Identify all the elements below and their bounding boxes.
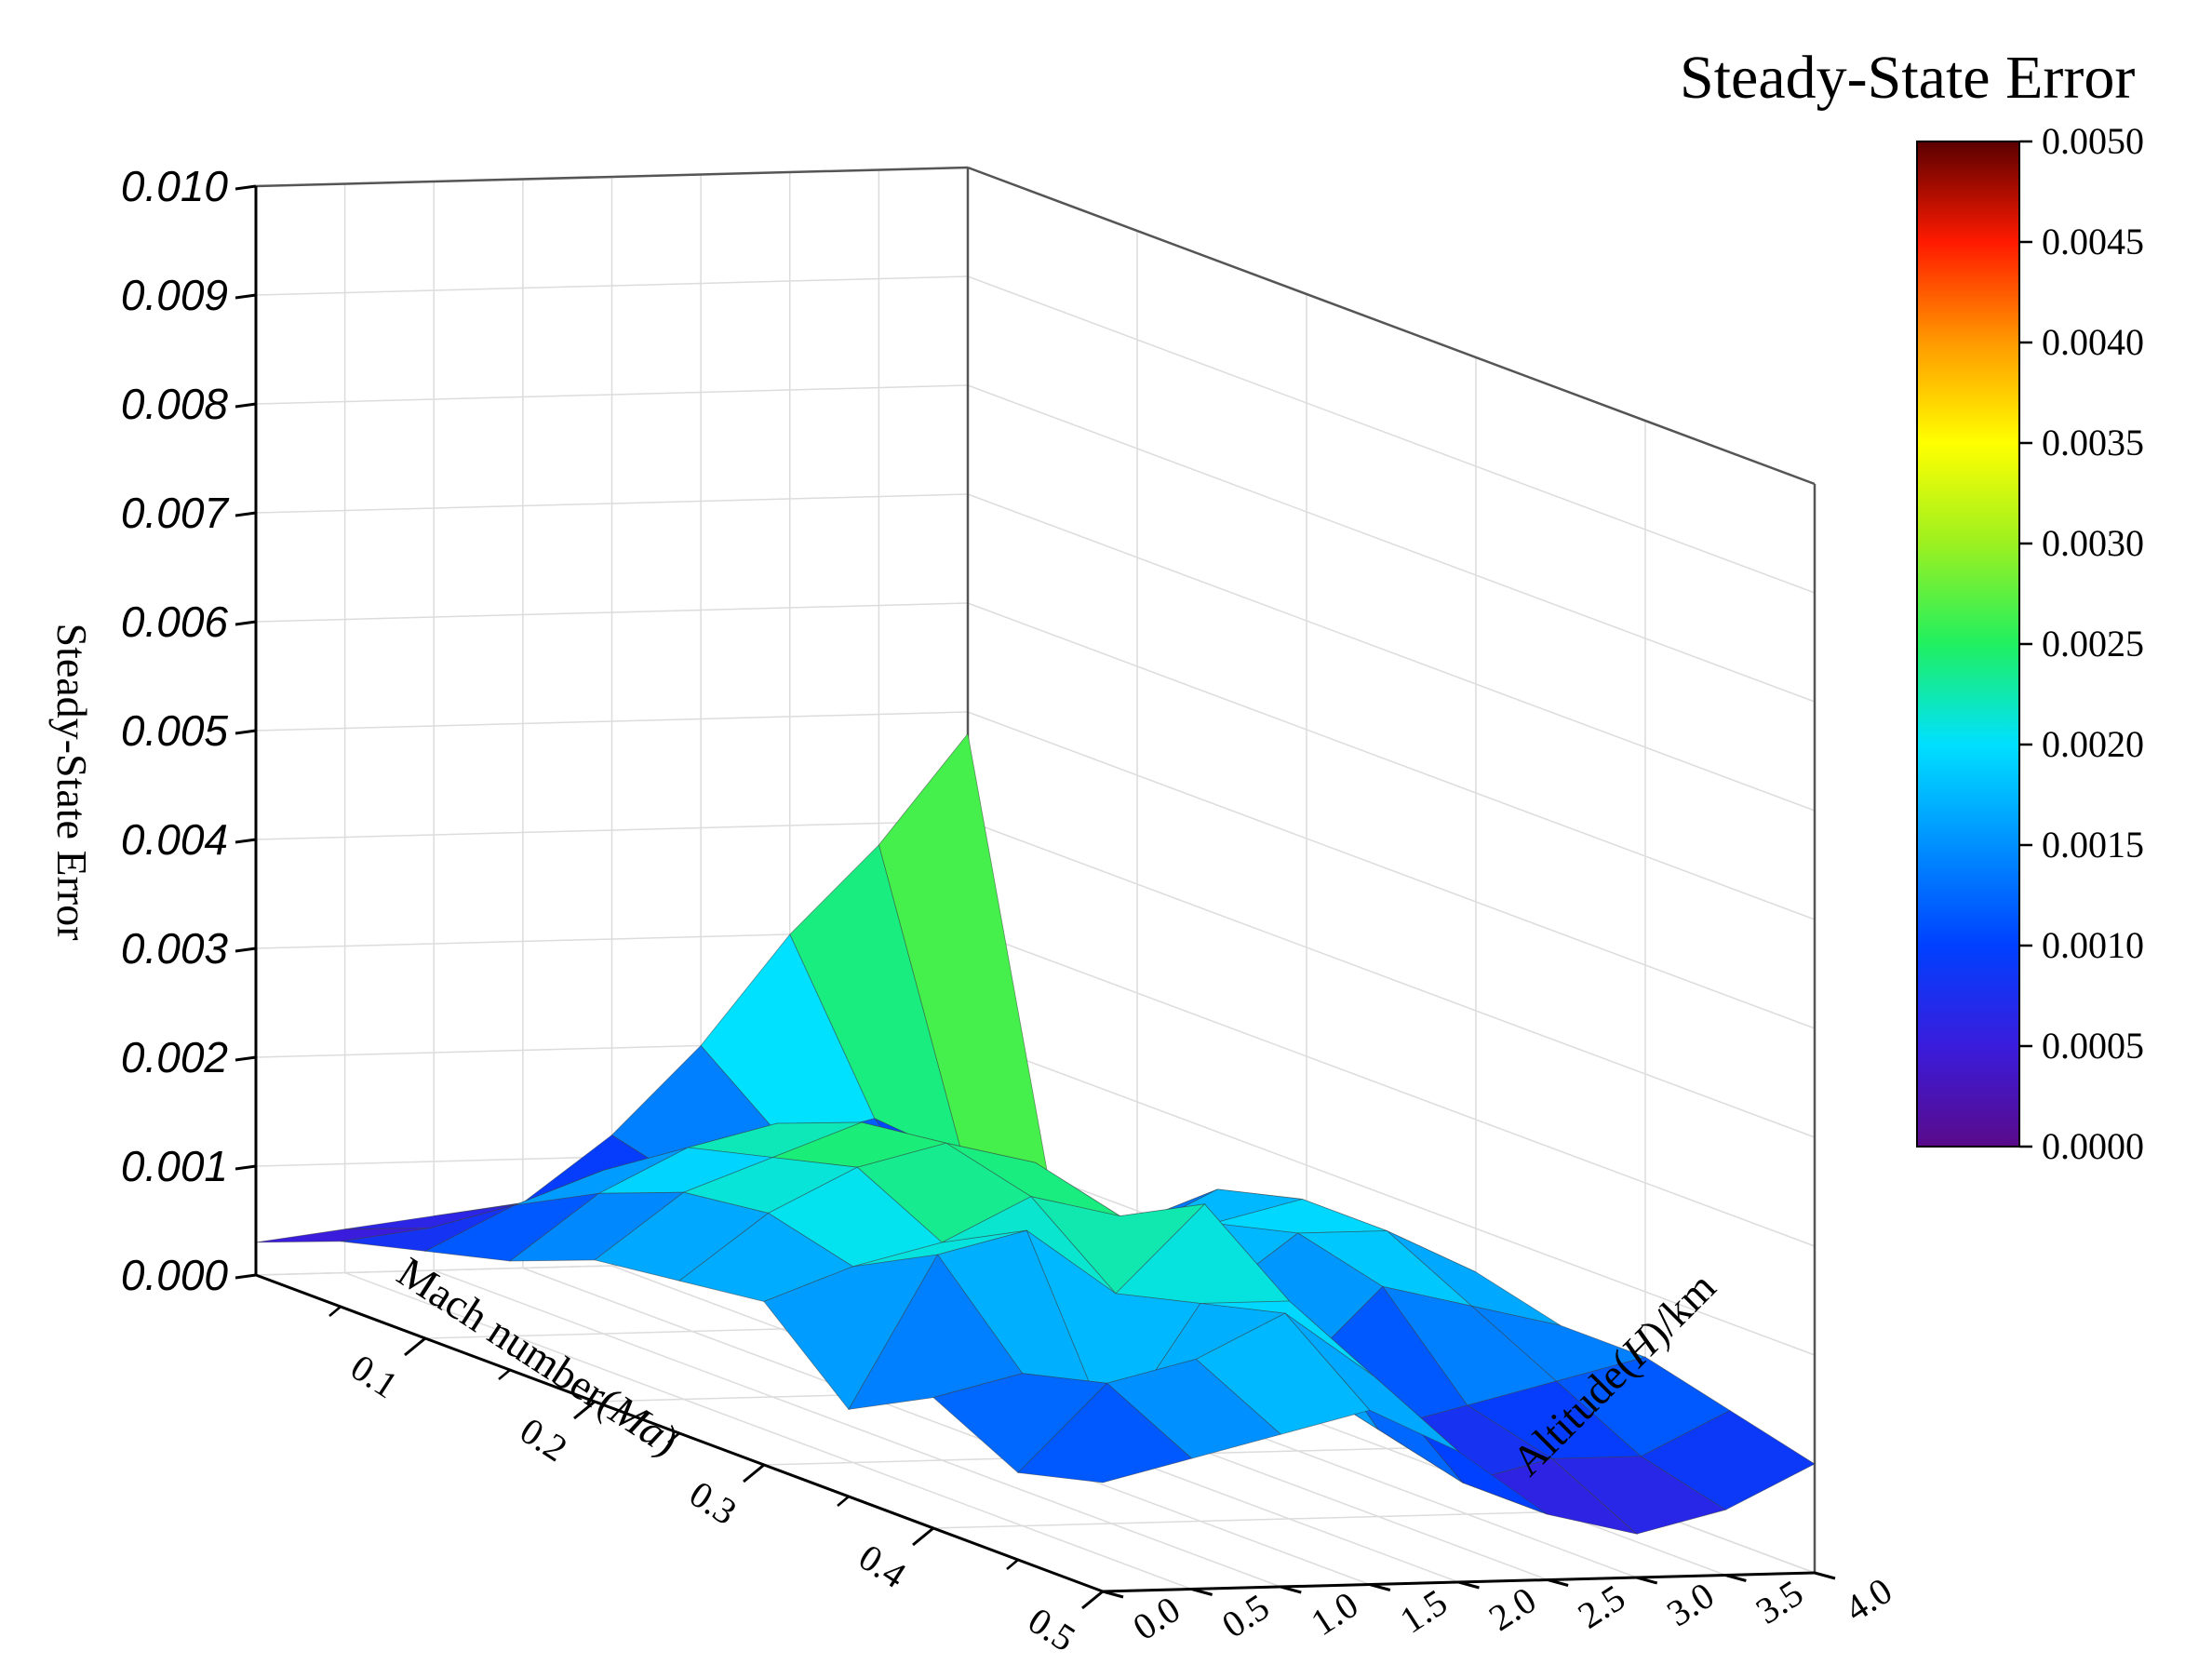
colorbar-title: Steady-State Error [1680, 44, 2135, 112]
x-tick-label: 0.2 [513, 1409, 574, 1470]
y-tick-label: 0.0 [1125, 1588, 1186, 1648]
colorbar-tick-label: 0.0050 [2042, 120, 2144, 162]
colorbar-tick-label: 0.0025 [2042, 623, 2144, 664]
y-tick-label: 2.0 [1481, 1578, 1543, 1639]
z-tick-label: 0.000 [121, 1251, 229, 1299]
frame-edge [967, 166, 1816, 486]
z-tick-label: 0.002 [121, 1033, 228, 1081]
grid-line [522, 1267, 1371, 1586]
colorbar: Steady-State Error 0.0000 0.0005 0.0010 0.0… [1680, 44, 2144, 1167]
frame-edge [255, 166, 969, 188]
grid-line [967, 929, 1816, 1247]
y-tick-label: 3.5 [1749, 1572, 1810, 1632]
x-minor-tick [498, 1369, 511, 1380]
z-tick [235, 620, 257, 626]
x-minor-tick [328, 1306, 342, 1317]
z-tick-label: 0.010 [121, 162, 229, 210]
error-surface [255, 732, 1816, 1535]
y-tick [1369, 1583, 1391, 1591]
x-minor-tick [1006, 1559, 1019, 1570]
colorbar-tick-label: 0.0010 [2042, 924, 2144, 966]
x-tick [573, 1400, 596, 1420]
y-tick [1814, 1571, 1836, 1580]
x-tick-label: 0.4 [851, 1536, 913, 1596]
y-tick [1102, 1590, 1124, 1599]
colorbar-tick-label: 0.0015 [2042, 824, 2144, 866]
z-axis-title: Steady-State Error [48, 623, 96, 940]
y-tick [1280, 1585, 1302, 1594]
grid-line [967, 493, 1816, 812]
y-tick-label: 0.5 [1214, 1586, 1276, 1646]
x-tick [743, 1463, 765, 1483]
grid-line [967, 275, 1816, 594]
z-tick-label: 0.008 [121, 380, 229, 428]
grid-line [967, 602, 1816, 920]
y-tick [1191, 1588, 1213, 1596]
surface-patch [1017, 1382, 1193, 1483]
x-tick [404, 1336, 426, 1357]
z-tick-label: 0.006 [121, 597, 229, 646]
y-tick-label: 1.0 [1304, 1583, 1365, 1644]
colorbar-gradient [1916, 141, 2020, 1148]
z-tick-label: 0.001 [121, 1142, 228, 1190]
z-tick [235, 1055, 257, 1062]
grid-line [967, 820, 1816, 1138]
y-tick-label: 4.0 [1837, 1569, 1898, 1630]
grid-line [433, 1269, 1281, 1588]
z-tick [235, 293, 257, 300]
x-tick-label: 0.3 [682, 1472, 744, 1533]
z-tick [235, 729, 257, 735]
colorbar-tick-label: 0.0030 [2042, 522, 2144, 564]
z-tick [235, 946, 257, 953]
colorbar-tick-label: 0.0045 [2042, 221, 2144, 262]
z-tick [235, 1164, 257, 1171]
x-tick-label: 0.5 [1021, 1599, 1082, 1659]
z-tick [235, 511, 257, 517]
grid-line [967, 384, 1816, 703]
z-tick [235, 1273, 257, 1280]
y-tick [1636, 1576, 1658, 1585]
y-tick [1547, 1578, 1569, 1587]
x-minor-tick [667, 1432, 680, 1443]
z-tick-label: 0.004 [121, 815, 228, 864]
colorbar-tick-label: 0.0035 [2042, 422, 2144, 463]
grid-line [967, 711, 1816, 1029]
colorbar-tick-label: 0.0005 [2042, 1025, 2144, 1067]
colorbar-tick-label: 0.0040 [2042, 321, 2144, 363]
x-tick [1081, 1590, 1104, 1610]
z-tick [235, 184, 257, 191]
y-tick-label: 2.5 [1571, 1577, 1632, 1637]
z-tick-label: 0.005 [121, 706, 229, 755]
x-tick [912, 1526, 934, 1547]
z-tick-label: 0.007 [121, 489, 230, 537]
y-tick-label: 3.0 [1659, 1574, 1721, 1634]
z-tick [235, 402, 257, 409]
grid-line [967, 1038, 1816, 1356]
z-tick-label: 0.003 [121, 924, 229, 973]
z-tick [235, 838, 257, 844]
colorbar-tick-label: 0.0000 [2042, 1125, 2144, 1167]
z-tick-label: 0.009 [121, 271, 228, 319]
y-tick-label: 1.5 [1392, 1581, 1454, 1642]
x-minor-tick [837, 1496, 850, 1507]
colorbar-tick-label: 0.0020 [2042, 723, 2144, 765]
y-tick [1458, 1580, 1480, 1590]
grid-line [344, 1271, 1192, 1591]
y-tick [1724, 1574, 1747, 1582]
x-tick-label: 0.1 [343, 1346, 405, 1406]
